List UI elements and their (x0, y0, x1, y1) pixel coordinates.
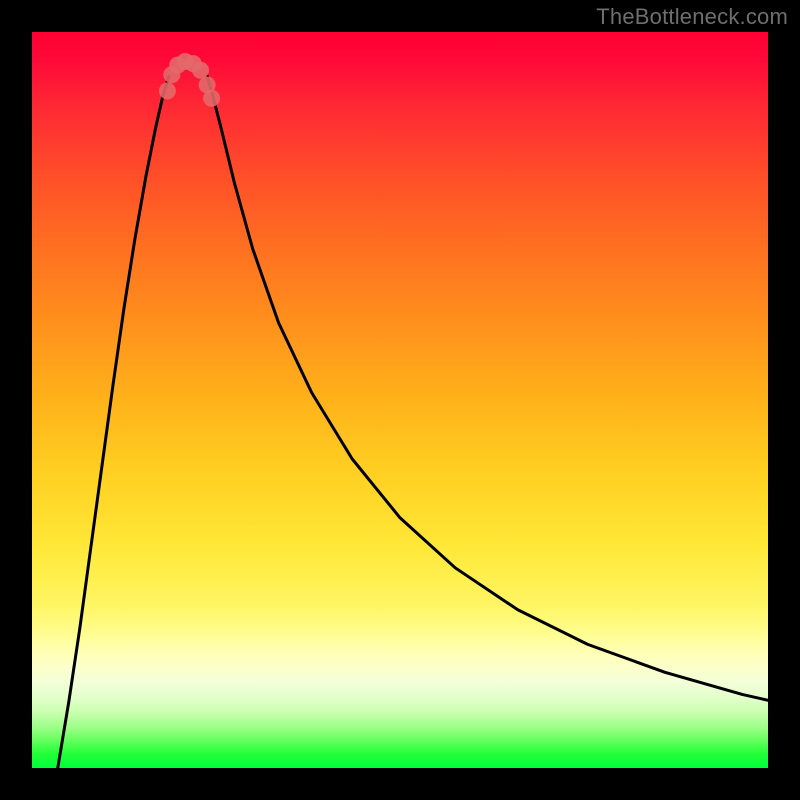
curve-right-branch (207, 76, 768, 700)
trough-marker (159, 82, 176, 99)
bottleneck-curve (32, 32, 768, 768)
trough-marker (203, 90, 220, 107)
curve-left-branch (58, 76, 169, 768)
outer-frame: TheBottleneck.com (0, 0, 800, 800)
source-watermark: TheBottleneck.com (596, 4, 788, 30)
plot-area (32, 32, 768, 768)
trough-marker (192, 62, 209, 79)
